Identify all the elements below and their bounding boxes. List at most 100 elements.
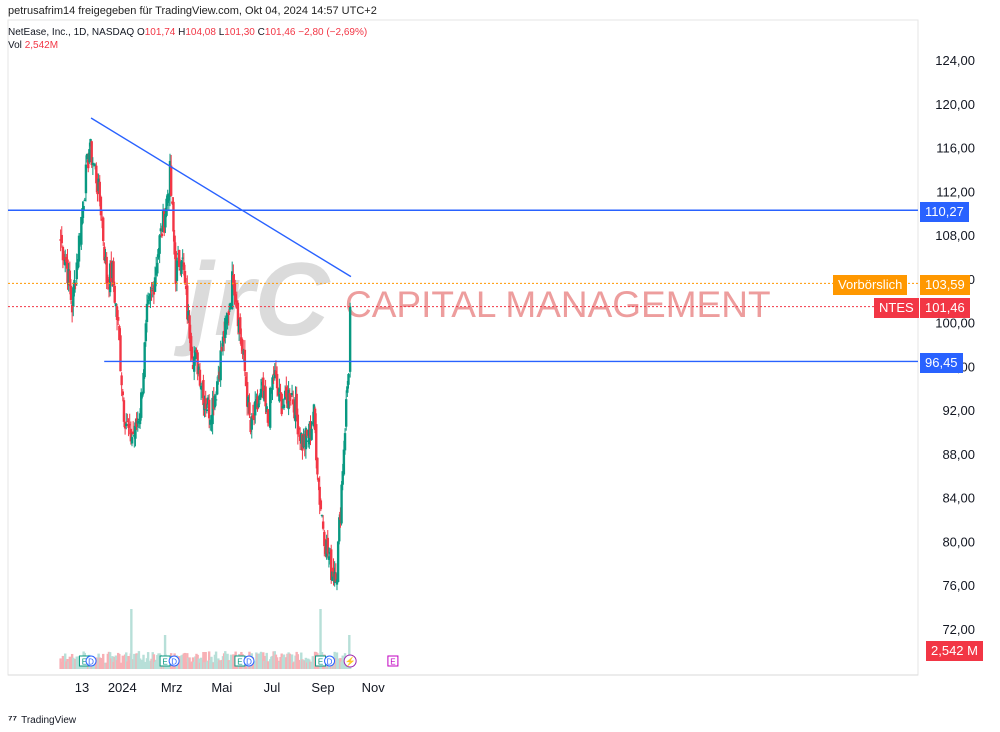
candle-body [256, 396, 259, 410]
candle-body [335, 579, 339, 585]
candle-body [76, 259, 80, 269]
candle-body [316, 457, 319, 475]
x-tick-label: Mrz [161, 680, 183, 695]
candle-body [82, 205, 85, 211]
candle-body [87, 159, 90, 169]
change-value: −2,80 (−2,69%) [298, 27, 368, 38]
ohlc-legend: NetEase, Inc., 1D, NASDAQ O101,74 H104,0… [8, 27, 367, 38]
candle-body [192, 356, 196, 372]
candle-body [175, 260, 179, 281]
dividend-marker [324, 655, 336, 667]
candle-body [248, 402, 251, 416]
candle-body [279, 392, 282, 394]
candle-body [257, 403, 260, 408]
volume-bar [265, 652, 268, 669]
candle-body [80, 216, 83, 245]
candle-body [268, 387, 272, 428]
candle-body [275, 373, 279, 389]
candle-body [75, 262, 78, 280]
candle-body [239, 317, 242, 335]
volume-value: 2,542M [24, 40, 59, 51]
candle-body [142, 372, 145, 394]
volume-badge: 2,542 M [926, 641, 983, 661]
candle-body [182, 262, 186, 270]
candle-body [189, 332, 192, 352]
tradingview-logo-icon[interactable]: ⁷⁷ [8, 714, 18, 726]
candle-body [150, 289, 153, 292]
volume-bar [64, 653, 67, 669]
candle-body [342, 449, 346, 475]
candle-body [116, 317, 120, 321]
candle-body [304, 428, 308, 450]
candle-body [289, 395, 293, 397]
candle-body [95, 165, 98, 184]
candle-body [241, 339, 244, 352]
candle-body [69, 285, 73, 300]
candle-body [98, 181, 101, 202]
descending-trendline [90, 117, 352, 278]
symbol-label[interactable]: NetEase, Inc., 1D, NASDAQ [8, 27, 135, 38]
candle-body [164, 213, 167, 228]
candle-body [160, 233, 164, 237]
candle-body [321, 521, 325, 529]
candle-body [202, 379, 205, 406]
candle-body [158, 235, 161, 254]
volume-label[interactable]: Vol [8, 40, 22, 51]
candle-body [346, 386, 349, 393]
candle-body [102, 217, 105, 241]
dividend-marker-letter: D [327, 658, 333, 667]
candle-body [62, 254, 66, 261]
candle-body [226, 313, 229, 324]
candle-body [252, 413, 256, 421]
x-tick-label: Nov [362, 680, 386, 695]
candle-body [118, 326, 121, 341]
candle-body [178, 250, 181, 267]
y-tick-label: 100,00 [935, 316, 975, 331]
watermark-logo: jrC [173, 242, 331, 358]
candle-body [186, 285, 189, 320]
volume-bar [262, 652, 265, 669]
candle-body [221, 336, 225, 347]
candle-body [282, 404, 286, 408]
earnings-marker-letter: E [82, 658, 87, 667]
candle-body [343, 433, 347, 451]
candle-body [119, 335, 122, 372]
candle-body [288, 393, 291, 401]
candle-body [317, 478, 320, 482]
candle-body [194, 350, 197, 359]
x-tick-label: Jul [264, 680, 281, 695]
candle-body [224, 318, 227, 338]
y-tick-label: 76,00 [942, 578, 975, 593]
candle-body [313, 408, 317, 431]
candle-body [180, 261, 183, 274]
y-tick-label: 120,00 [935, 97, 975, 112]
volume-bar [290, 654, 294, 669]
candle-body [334, 573, 338, 583]
candle-body [81, 208, 84, 224]
candle-body [134, 422, 137, 439]
candle-body [122, 400, 126, 422]
candle-body [327, 556, 331, 560]
candle-body [230, 271, 234, 310]
level-upper-badge: 110,27 [920, 202, 969, 222]
candle-body [292, 399, 295, 405]
candle-body [120, 375, 123, 386]
y-tick-label: 84,00 [942, 491, 975, 506]
candle-body [143, 342, 146, 378]
candle-body [121, 391, 124, 396]
candle-body [274, 370, 278, 375]
candle-body [227, 311, 230, 315]
split-marker [343, 654, 357, 668]
earnings-marker-letter: E [318, 658, 323, 667]
candle-body [188, 315, 191, 339]
candle-body [92, 163, 96, 165]
candle-body [196, 352, 199, 375]
y-tick-label: 116,00 [936, 141, 975, 156]
dividend-marker-letter: D [88, 658, 94, 667]
candle-body [262, 377, 265, 398]
volume-bar [118, 654, 121, 669]
candle-body [219, 350, 222, 381]
candle-body [88, 149, 91, 163]
candle-body [245, 381, 249, 407]
